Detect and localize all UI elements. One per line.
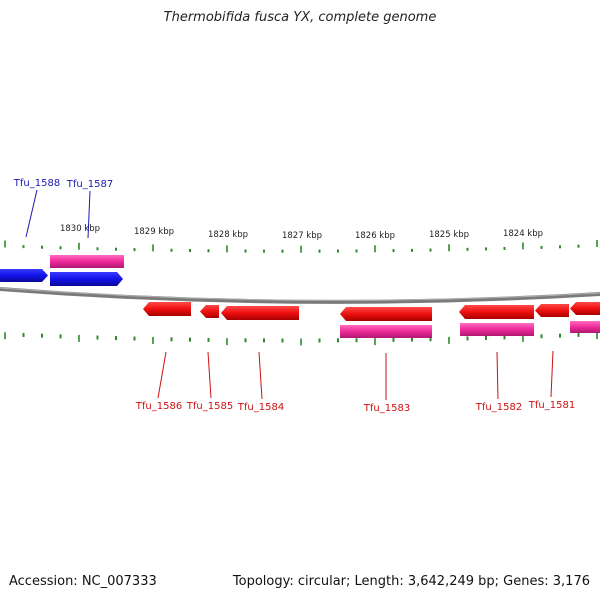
gene-arrow [143, 302, 191, 316]
gene-leader [258, 351, 263, 400]
scale-labels: 1830 kbp 1829 kbp 1828 kbp 1827 kbp 1826 kbp… [60, 224, 543, 241]
gene-label: Tfu_1585 [186, 401, 233, 412]
scale-label: 1825 kbp [429, 230, 469, 240]
gene-arrows [0, 269, 600, 321]
gene-arrow [340, 307, 432, 321]
gene-leader [207, 351, 212, 399]
cds-band [50, 255, 124, 268]
gene-label: Tfu_1587 [66, 179, 113, 190]
genome-backbone [0, 287, 600, 304]
gene-arrow [459, 305, 534, 319]
gene-leader-lines [25, 189, 554, 400]
gene-label: Tfu_1581 [528, 400, 575, 411]
gene-arrow [570, 302, 600, 315]
scale-ticks-bottom [4, 332, 598, 346]
gene-label: Tfu_1584 [237, 402, 284, 413]
scale-label: 1830 kbp [60, 224, 100, 234]
map-title: Thermobifida fusca YX, complete genome [163, 10, 437, 25]
gene-leader [25, 189, 38, 238]
gene-label: Tfu_1586 [135, 401, 182, 412]
gene-arrow [535, 304, 569, 317]
gene-arrow [50, 272, 123, 286]
gene-arrow [200, 305, 219, 318]
accession-text: Accession: NC_007333 [9, 574, 157, 589]
gene-label: Tfu_1582 [475, 402, 522, 413]
cds-band [340, 325, 432, 338]
cds-bands [50, 255, 600, 338]
scale-label: 1827 kbp [282, 231, 322, 241]
gene-label: Tfu_1588 [13, 178, 60, 189]
gene-arrow [221, 306, 299, 320]
gene-leader [550, 350, 554, 398]
scale-label: 1824 kbp [503, 229, 543, 239]
gene-arrow [0, 269, 48, 282]
cds-band [570, 321, 600, 333]
scale-label: 1828 kbp [208, 230, 248, 240]
cds-band [460, 323, 534, 336]
scale-label: 1826 kbp [355, 231, 395, 241]
topology-text: Topology: circular; Length: 3,642,249 bp… [232, 574, 590, 589]
gene-leader [157, 351, 167, 399]
gene-leader [496, 351, 499, 400]
gene-leader [87, 190, 91, 239]
scale-label: 1829 kbp [134, 227, 174, 237]
gene-label: Tfu_1583 [363, 403, 410, 414]
gene-labels: Tfu_1588 Tfu_1587 Tfu_1586 Tfu_1585 Tfu_1584… [13, 178, 575, 414]
scale-ticks-top [4, 240, 598, 253]
